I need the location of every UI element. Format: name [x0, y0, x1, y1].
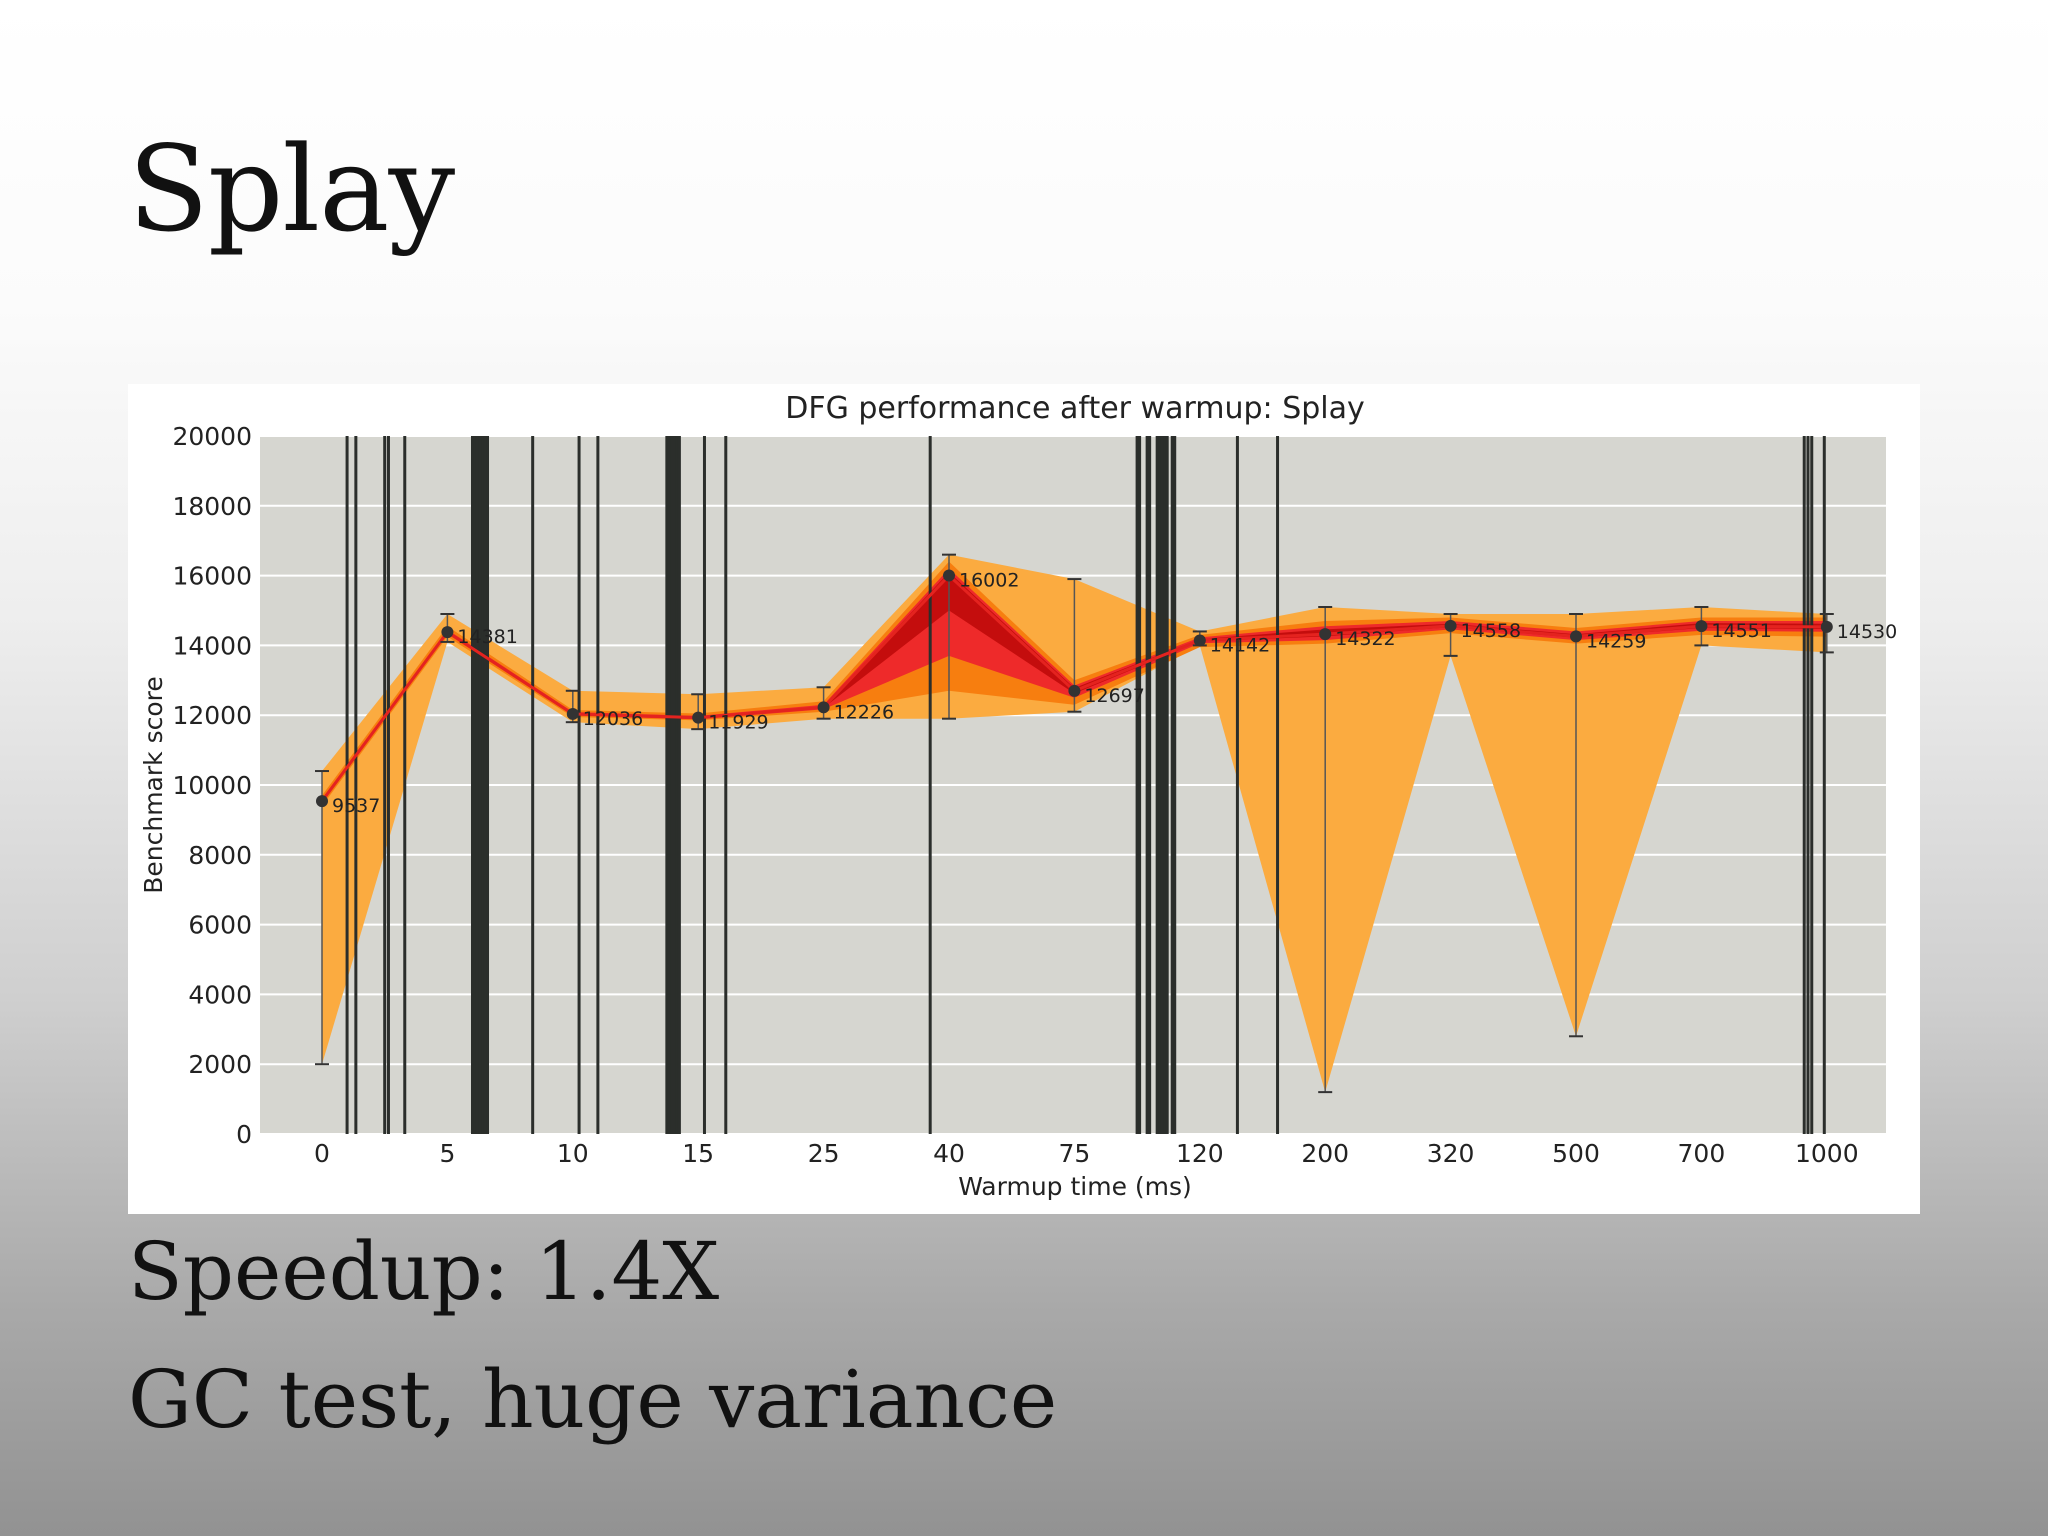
data-label: 11929 — [708, 712, 768, 734]
x-tick-label: 500 — [1552, 1139, 1600, 1168]
y-axis-label: Benchmark score — [139, 676, 168, 894]
data-label: 14558 — [1461, 620, 1521, 642]
x-tick-label: 15 — [682, 1139, 714, 1168]
data-label: 12036 — [583, 708, 643, 730]
data-point — [817, 701, 830, 714]
x-tick-label: 5 — [439, 1139, 455, 1168]
data-markers — [315, 553, 1834, 1094]
data-point — [316, 795, 328, 808]
chart-panel: 9537 14381 12036 11929 12226 16002 12697 14142 1… — [128, 384, 1920, 1214]
slide-title: Splay — [128, 120, 455, 258]
data-point — [1193, 634, 1206, 647]
y-tick-label: 12000 — [172, 701, 252, 730]
y-tick-label: 4000 — [188, 980, 252, 1009]
data-point — [566, 707, 579, 720]
data-label: 9537 — [332, 795, 380, 817]
variance-note: GC test, huge variance — [128, 1353, 1058, 1446]
data-point — [692, 711, 705, 724]
data-point — [943, 569, 955, 582]
chart-title: DFG performance after warmup: Splay — [785, 391, 1365, 426]
x-axis-label: Warmup time (ms) — [958, 1172, 1192, 1201]
y-tick-label: 20000 — [172, 422, 252, 451]
x-tick-label: 10 — [557, 1139, 589, 1168]
x-tick-label: 700 — [1678, 1139, 1726, 1168]
data-point — [1068, 684, 1081, 697]
x-tick-label: 320 — [1427, 1139, 1475, 1168]
data-label: 14551 — [1711, 620, 1771, 642]
data-label: 14142 — [1210, 634, 1270, 656]
data-label: 14322 — [1335, 628, 1395, 650]
grid-lines — [260, 435, 1886, 1135]
data-label: 12697 — [1084, 685, 1144, 707]
x-tick-label: 1000 — [1795, 1139, 1859, 1168]
speedup-text: Speedup: 1.4X — [128, 1225, 720, 1318]
data-label: 16002 — [959, 570, 1019, 592]
y-tick-label: 2000 — [188, 1050, 252, 1079]
x-tick-label: 0 — [314, 1139, 330, 1168]
y-axis-ticks: 0 2000 4000 6000 8000 10000 12000 14000 16000 180… — [172, 422, 252, 1149]
data-point — [1570, 630, 1582, 643]
y-tick-label: 14000 — [172, 631, 252, 660]
data-labels: 9537 14381 12036 11929 12226 16002 12697 14142 1… — [332, 570, 1897, 818]
y-tick-label: 6000 — [188, 911, 252, 940]
data-label: 14259 — [1586, 630, 1646, 652]
data-point — [1444, 619, 1457, 632]
data-label: 12226 — [834, 701, 894, 723]
x-tick-label: 25 — [808, 1139, 840, 1168]
y-tick-label: 18000 — [172, 492, 252, 521]
y-tick-label: 0 — [236, 1120, 252, 1149]
x-axis-ticks: 0 5 10 15 25 40 75 120 200 320 500 700 1000 — [314, 1139, 1859, 1168]
x-tick-label: 40 — [933, 1139, 965, 1168]
data-point — [1695, 620, 1708, 633]
data-label: 14381 — [457, 626, 517, 648]
x-tick-label: 120 — [1176, 1139, 1224, 1168]
data-point — [441, 626, 454, 639]
y-tick-label: 10000 — [172, 771, 252, 800]
benchmark-chart: 9537 14381 12036 11929 12226 16002 12697 14142 1… — [139, 391, 1897, 1201]
gc-event-lines — [345, 436, 1826, 1134]
y-tick-label: 16000 — [172, 562, 252, 591]
x-tick-label: 200 — [1301, 1139, 1349, 1168]
y-tick-label: 8000 — [188, 841, 252, 870]
data-label: 14530 — [1837, 621, 1897, 643]
data-point — [1319, 628, 1332, 641]
x-tick-label: 75 — [1058, 1139, 1090, 1168]
data-point — [1820, 620, 1833, 633]
